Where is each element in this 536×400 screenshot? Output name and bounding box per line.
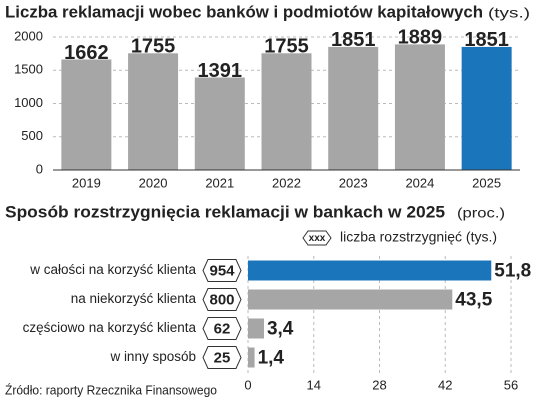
count-hexagon xyxy=(202,259,242,282)
value-label: 3,4 xyxy=(267,319,294,340)
count-label: 62 xyxy=(214,320,231,337)
value-label: 1391 xyxy=(198,60,243,82)
count-hexagon xyxy=(202,317,242,340)
y-tick-label: częściowo na korzyść klienta xyxy=(23,320,197,335)
bar xyxy=(248,347,255,368)
chart-title: Liczba reklamacji wobec banków i podmiot… xyxy=(5,2,483,21)
value-label: 1851 xyxy=(331,29,376,51)
count-label: 954 xyxy=(209,262,235,279)
value-label: 1755 xyxy=(264,36,309,58)
x-tick-label: 2021 xyxy=(205,175,234,190)
x-tick-label: 2020 xyxy=(139,175,168,190)
bar xyxy=(461,46,512,170)
bar xyxy=(61,59,112,170)
x-tick-label: 14 xyxy=(307,377,321,392)
bar xyxy=(194,77,245,170)
value-label: 1,4 xyxy=(258,348,285,369)
y-tick-label: 0 xyxy=(36,161,43,176)
bar xyxy=(248,318,264,339)
x-tick-label: 0 xyxy=(244,377,251,392)
x-tick-label: 2025 xyxy=(472,175,501,190)
bar xyxy=(394,44,445,170)
value-label: 1851 xyxy=(464,29,509,51)
count-label: 25 xyxy=(214,349,231,366)
y-tick-label: na niekorzyść klienta xyxy=(71,291,197,306)
count-hexagon xyxy=(202,288,242,311)
y-tick-label: 1000 xyxy=(14,95,43,110)
bar xyxy=(328,46,379,170)
legend-label: liczba rozstrzygnięć (tys.) xyxy=(340,229,497,245)
value-label: 43,5 xyxy=(455,290,492,311)
legend-hexagon xyxy=(302,230,332,246)
x-tick-label: 2022 xyxy=(272,175,301,190)
bar xyxy=(248,260,492,281)
source-note: Źródło: raporty Rzecznika Finansowego xyxy=(5,382,217,397)
y-tick-label: 500 xyxy=(21,128,43,143)
x-tick-label: 2024 xyxy=(405,175,434,190)
y-tick-label: w inny sposób xyxy=(109,349,196,364)
x-tick-label: 28 xyxy=(372,377,386,392)
value-label: 1889 xyxy=(398,27,443,49)
bar xyxy=(248,289,453,310)
value-label: 1662 xyxy=(64,42,109,64)
unit-label: (proc.) xyxy=(457,205,505,221)
value-label: 1755 xyxy=(131,36,176,58)
x-tick-label: 2023 xyxy=(339,175,368,190)
chart-title: Sposób rozstrzygnięcia reklamacji w bank… xyxy=(5,202,445,221)
x-tick-label: 42 xyxy=(438,377,452,392)
bar xyxy=(128,53,179,171)
x-tick-label: 2019 xyxy=(72,175,101,190)
legend-symbol: xxx xyxy=(309,233,326,244)
unit-label: (tys.) xyxy=(488,5,530,21)
y-tick-label: 1500 xyxy=(14,62,43,77)
count-hexagon xyxy=(202,346,242,369)
x-tick-label: 56 xyxy=(504,377,518,392)
y-tick-label: 2000 xyxy=(14,28,43,43)
value-label: 51,8 xyxy=(494,261,531,282)
count-label: 800 xyxy=(209,291,234,308)
bar xyxy=(261,53,312,171)
y-tick-label: w całości na korzyść klienta xyxy=(29,262,196,277)
